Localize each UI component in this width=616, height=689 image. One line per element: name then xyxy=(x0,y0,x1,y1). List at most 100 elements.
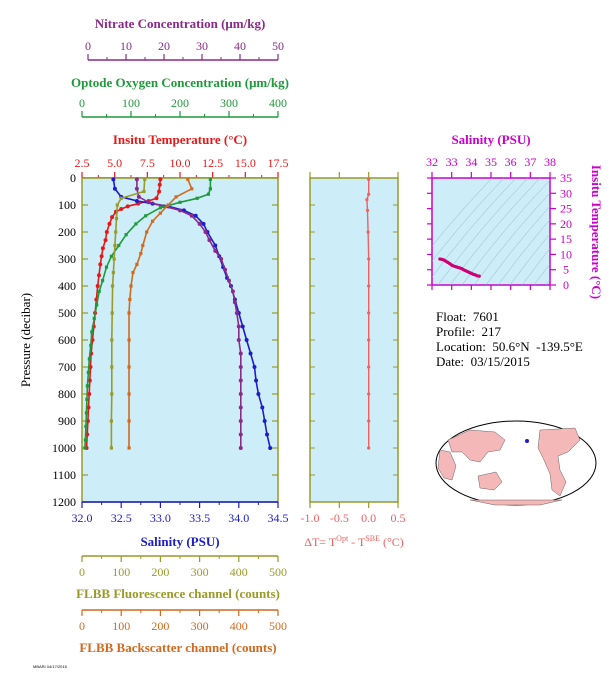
nitrate-point xyxy=(146,200,151,205)
temperature-point xyxy=(110,215,115,220)
temperature-point xyxy=(99,254,104,259)
ts-isopycnal xyxy=(485,205,550,285)
dt-point xyxy=(367,311,371,315)
backscatter-point xyxy=(150,219,155,223)
oxygen-point xyxy=(95,303,99,307)
fluorescence-axis-title: FLBB Fluorescence channel (counts) xyxy=(76,586,280,601)
backscatter-tick-label: 400 xyxy=(230,619,248,633)
ts-temperature-tick-label: 35 xyxy=(560,171,572,185)
nitrate-point xyxy=(227,278,231,283)
dt-point xyxy=(367,392,371,396)
nitrate-axis-title: Nitrate Concentration (μm/kg) xyxy=(95,16,266,31)
temperature-point xyxy=(87,392,92,396)
ts-temperature-title: Insitu Temperature (°C) xyxy=(589,165,604,299)
oxygen-point xyxy=(89,343,93,347)
dt-point xyxy=(367,284,371,288)
nitrate-point xyxy=(189,213,194,218)
temperature-tick-label: 10.0 xyxy=(170,156,191,170)
nitrate-tick-label: 30 xyxy=(196,39,208,53)
ts-salinity-tick-label: 33 xyxy=(446,155,458,169)
oxygen-point xyxy=(86,370,90,374)
dt-point xyxy=(365,198,369,202)
ts-isopycnal xyxy=(545,279,550,285)
dt-series xyxy=(365,177,371,450)
salinity-tick-label: 33.5 xyxy=(189,511,210,525)
salinity-point xyxy=(262,419,267,423)
fluorescence-tick-label: 300 xyxy=(191,565,209,579)
ts-salinity-tick-label: 35 xyxy=(485,155,497,169)
dt-point xyxy=(365,208,370,212)
oxygen-point xyxy=(87,357,91,361)
pressure-tick-label: 300 xyxy=(58,252,76,266)
salinity-point xyxy=(193,213,198,218)
dt-tick-label: -0.5 xyxy=(330,511,349,525)
nitrate-point xyxy=(134,186,139,191)
fluorescence-point xyxy=(143,177,147,181)
backscatter-point xyxy=(190,187,194,191)
nitrate-point xyxy=(232,300,237,305)
pressure-tick-label: 200 xyxy=(58,225,76,239)
oxygen-point xyxy=(208,177,212,181)
ts-temperature-tick-label: 0 xyxy=(563,278,569,292)
fluorescence-point xyxy=(119,196,123,200)
oxygen-point xyxy=(83,446,87,450)
ts-isopycnal xyxy=(497,219,550,285)
temperature-tick-label: 17.5 xyxy=(268,156,289,170)
temperature-point xyxy=(87,378,92,383)
nitrate-point xyxy=(197,221,202,226)
nitrate-point xyxy=(238,378,243,383)
dt-axis-title: ΔT= TOpt - TSBE (°C) xyxy=(304,534,404,549)
nitrate-point xyxy=(207,238,212,243)
salinity-point xyxy=(260,405,265,410)
oxygen-point xyxy=(85,384,89,388)
float-location-marker xyxy=(525,439,529,443)
world-map xyxy=(435,420,597,506)
fluorescence-point xyxy=(115,203,119,207)
temperature-tick-label: 15.0 xyxy=(235,156,256,170)
backscatter-point xyxy=(145,230,149,234)
fluorescence-point xyxy=(110,392,114,396)
ts-salinity-tick-label: 32 xyxy=(426,155,438,169)
fluorescence-tick-label: 0 xyxy=(79,565,85,579)
dt-point xyxy=(367,419,371,423)
salinity-point xyxy=(252,365,257,369)
salinity-point xyxy=(213,243,218,248)
pressure-tick-label: 400 xyxy=(58,279,76,293)
ts-isopycnal xyxy=(521,247,550,285)
ts-temperature-tick-label: 10 xyxy=(560,247,572,261)
dt-point xyxy=(367,338,371,342)
ts-isopycnal xyxy=(432,178,493,247)
oxygen-axis: 0 100 200 300 400 xyxy=(79,96,287,118)
oxygen-tick-label: 400 xyxy=(269,96,287,110)
fluorescence-point xyxy=(110,311,114,315)
nitrate-point xyxy=(238,446,243,450)
oxygen-point xyxy=(195,196,199,200)
fluorescence-point xyxy=(109,419,113,423)
pressure-tick-label: 900 xyxy=(58,414,76,428)
temperature-point xyxy=(119,207,124,212)
pressure-tick-label: 500 xyxy=(58,306,76,320)
salinity-tick-label: 33.0 xyxy=(150,511,171,525)
fluorescence-line xyxy=(110,179,146,448)
dt-point xyxy=(367,365,371,369)
dt-point xyxy=(367,446,371,450)
oxygen-tick-label: 200 xyxy=(171,96,189,110)
map-land-americas xyxy=(537,427,581,497)
salinity-point xyxy=(256,392,261,396)
oxygen-point xyxy=(84,411,89,415)
oxygen-point xyxy=(158,206,162,210)
nitrate-point xyxy=(178,208,182,213)
backscatter-point xyxy=(135,262,139,266)
pressure-tick-label: 1200 xyxy=(52,495,76,509)
oxygen-point xyxy=(144,214,148,218)
nitrate-point xyxy=(238,365,243,369)
backscatter-tick-label: 500 xyxy=(269,619,287,633)
temperature-point xyxy=(96,273,101,278)
nitrate-point xyxy=(219,257,224,261)
fluorescence-point xyxy=(110,338,114,342)
backscatter-point xyxy=(186,177,190,181)
oxygen-point xyxy=(104,265,109,269)
ts-plot-area xyxy=(431,177,551,286)
fluorescence-tick-label: 100 xyxy=(112,565,130,579)
